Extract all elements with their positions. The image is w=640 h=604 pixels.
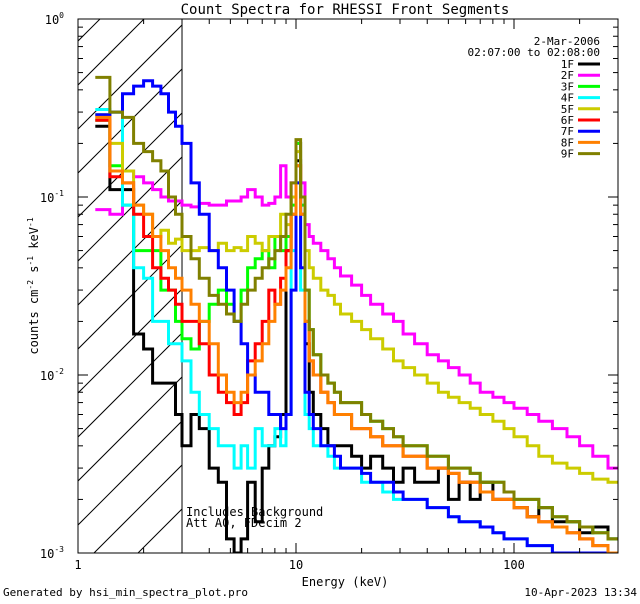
hatch-line [78, 376, 183, 482]
legend-label-2f: 2F [561, 69, 574, 82]
legend-label-4f: 4F [561, 92, 574, 105]
legend-label-6f: 6F [561, 114, 574, 127]
hatch-line [226, 0, 640, 553]
y-tick-base: 10 [40, 191, 54, 205]
x-tick-label: 100 [503, 558, 525, 572]
annotation-attenuator: Att A0, FDecim 2 [186, 516, 302, 530]
series-group [95, 75, 618, 553]
legend-time-range: 02:07:00 to 02:08:00 [468, 46, 600, 59]
y-tick-base: 10 [45, 13, 59, 27]
hatch-line [78, 19, 101, 42]
legend-label-9f: 9F [561, 148, 574, 161]
series-5f [95, 113, 618, 484]
y-tick-label: 10-1 [40, 189, 64, 205]
hatch-line [78, 332, 183, 438]
hatch-line [78, 200, 183, 306]
series-6f [95, 118, 618, 553]
y-tick-exp: -1 [54, 189, 64, 198]
y-label-part: keV [27, 227, 41, 256]
hatched-region [0, 0, 640, 553]
series-3f [95, 118, 618, 541]
y-tick-label: 10-3 [40, 545, 64, 561]
legend-label-1f: 1F [561, 58, 574, 71]
y-label-exp: -1 [26, 217, 35, 227]
hatch-line [78, 156, 183, 262]
footer-generated-by: Generated by hsi_min_spectra_plot.pro [3, 586, 248, 599]
x-tick-labels: 1 10 100 [74, 558, 524, 572]
series-4f [95, 108, 618, 553]
annotation-background: Includes Background [186, 505, 323, 519]
y-label-part: s [27, 266, 41, 280]
hatch-line [0, 0, 122, 553]
y-label-exp: -1 [26, 256, 35, 266]
hatch-line [78, 244, 183, 350]
y-label-exp: -2 [26, 280, 35, 290]
legend-label-5f: 5F [561, 103, 574, 116]
series-1f [95, 124, 618, 553]
y-tick-label: 100 [45, 11, 64, 27]
hatch-line [78, 68, 183, 174]
legend-label-3f: 3F [561, 80, 574, 93]
y-tick-exp: -2 [54, 367, 64, 376]
footer-timestamp: 10-Apr-2023 13:34 [524, 586, 637, 599]
series-7f [95, 79, 618, 553]
hatch-line [270, 0, 640, 553]
series-2f [95, 141, 618, 470]
y-axis-label: counts cm-2 s-1 keV-1 [26, 217, 41, 354]
hatch-line [78, 19, 145, 86]
y-tick-base: 10 [40, 369, 54, 383]
legend-date: 2-Mar-2006 [534, 35, 600, 48]
plot-frame [77, 18, 619, 554]
series-9f [95, 75, 618, 541]
y-tick-label: 10-2 [40, 367, 64, 383]
axis-ticks [77, 19, 619, 554]
y-tick-exp: 0 [59, 11, 64, 20]
y-tick-exp: -3 [54, 545, 64, 554]
hatch-line [78, 24, 183, 130]
chart-title: Count Spectra for RHESSI Front Segments [181, 2, 510, 18]
x-tick-label: 10 [289, 558, 303, 572]
legend-label-8f: 8F [561, 136, 574, 149]
hatch-line [78, 420, 183, 526]
series-8f [95, 115, 618, 553]
x-axis-label: Energy (keV) [302, 575, 389, 589]
x-tick-label: 1 [74, 558, 81, 572]
legend-label-7f: 7F [561, 125, 574, 138]
y-tick-base: 10 [40, 547, 54, 561]
y-label-part: counts cm [27, 290, 41, 355]
